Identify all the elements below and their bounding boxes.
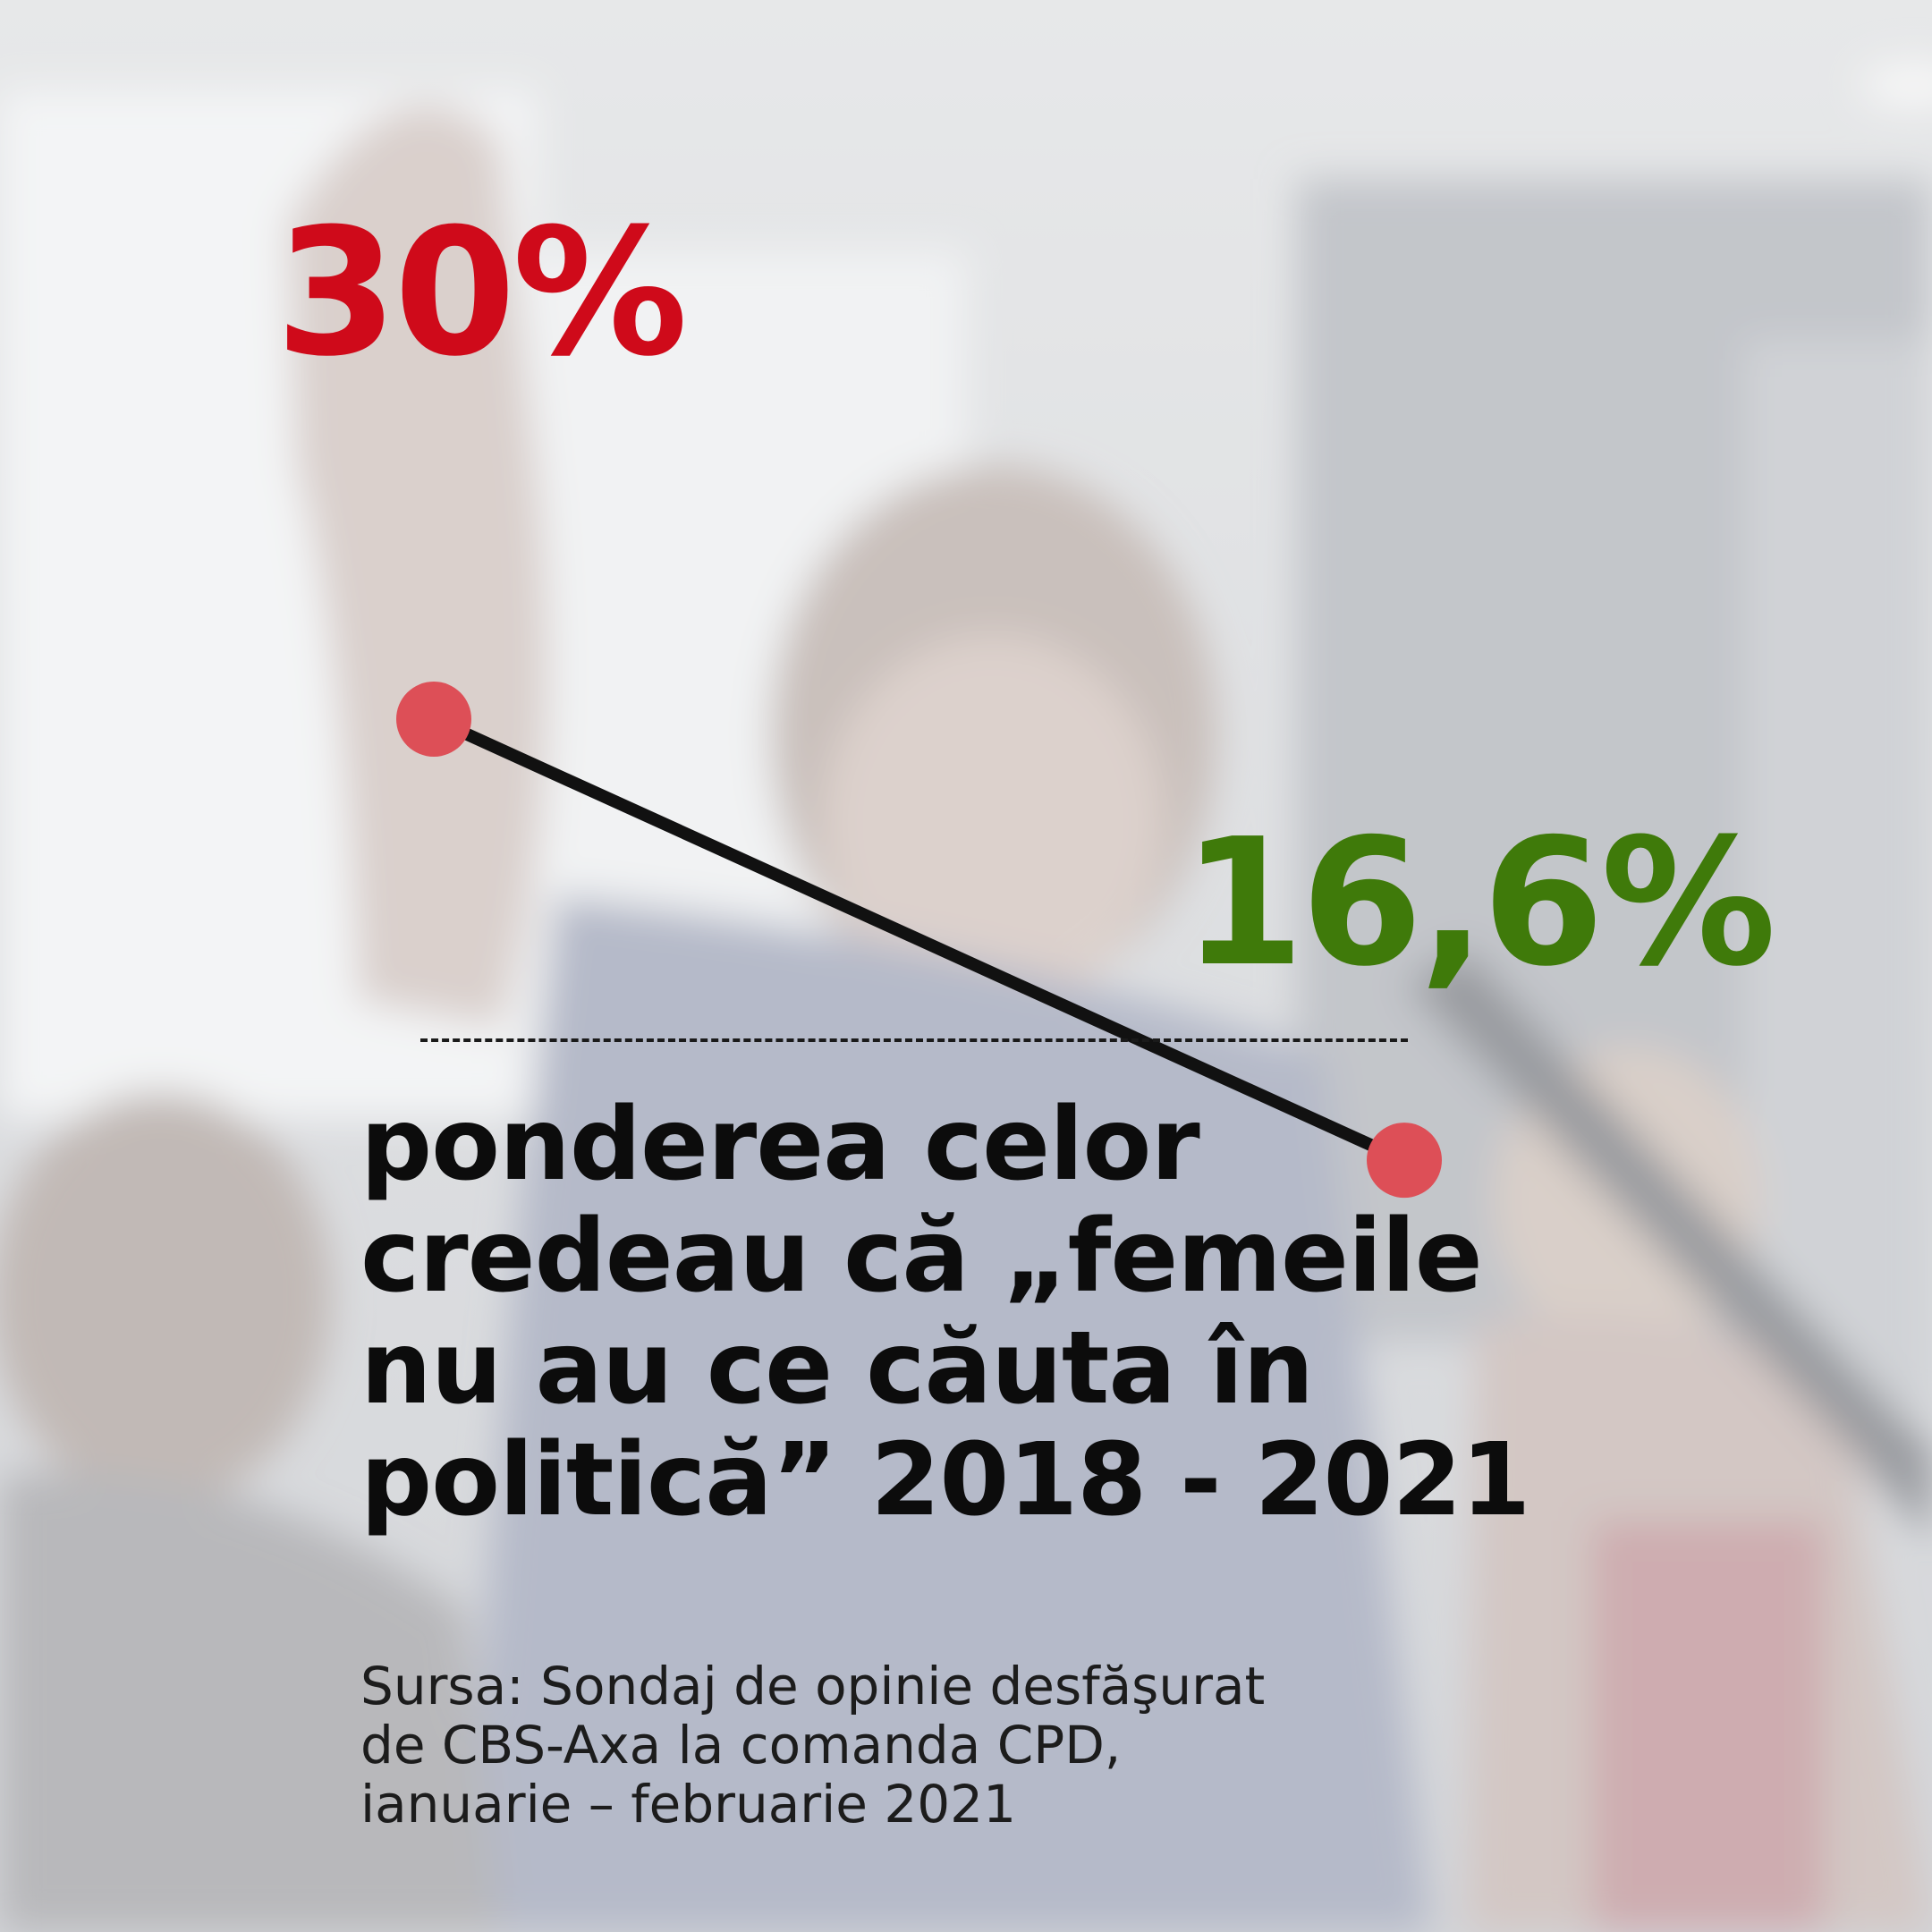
- data-label-end: 16,6%: [1182, 801, 1776, 1005]
- source-line: ianuarie – februarie 2021: [360, 1774, 1016, 1835]
- headline-line: politică” 2018 - 2021: [360, 1422, 1530, 1538]
- data-label-start: 30%: [275, 191, 688, 395]
- source-line: de CBS-Axa la comanda CPD,: [360, 1715, 1122, 1775]
- headline-line: credeau că „femeile: [360, 1199, 1483, 1315]
- dashed-divider: [420, 1038, 1408, 1042]
- source-line: Sursa: Sondaj de opinie desfăşurat: [360, 1656, 1266, 1716]
- data-point-2018: [396, 682, 471, 757]
- headline-line: ponderea celor: [360, 1087, 1200, 1203]
- source-note: Sursa: Sondaj de opinie desfăşurat de CB…: [360, 1657, 1523, 1834]
- series-line: [428, 713, 1411, 1167]
- headline: ponderea celor credeau că „femeile nu au…: [360, 1089, 1595, 1537]
- data-point-2021: [1367, 1123, 1442, 1199]
- headline-line: nu au ce căuta în: [360, 1310, 1314, 1427]
